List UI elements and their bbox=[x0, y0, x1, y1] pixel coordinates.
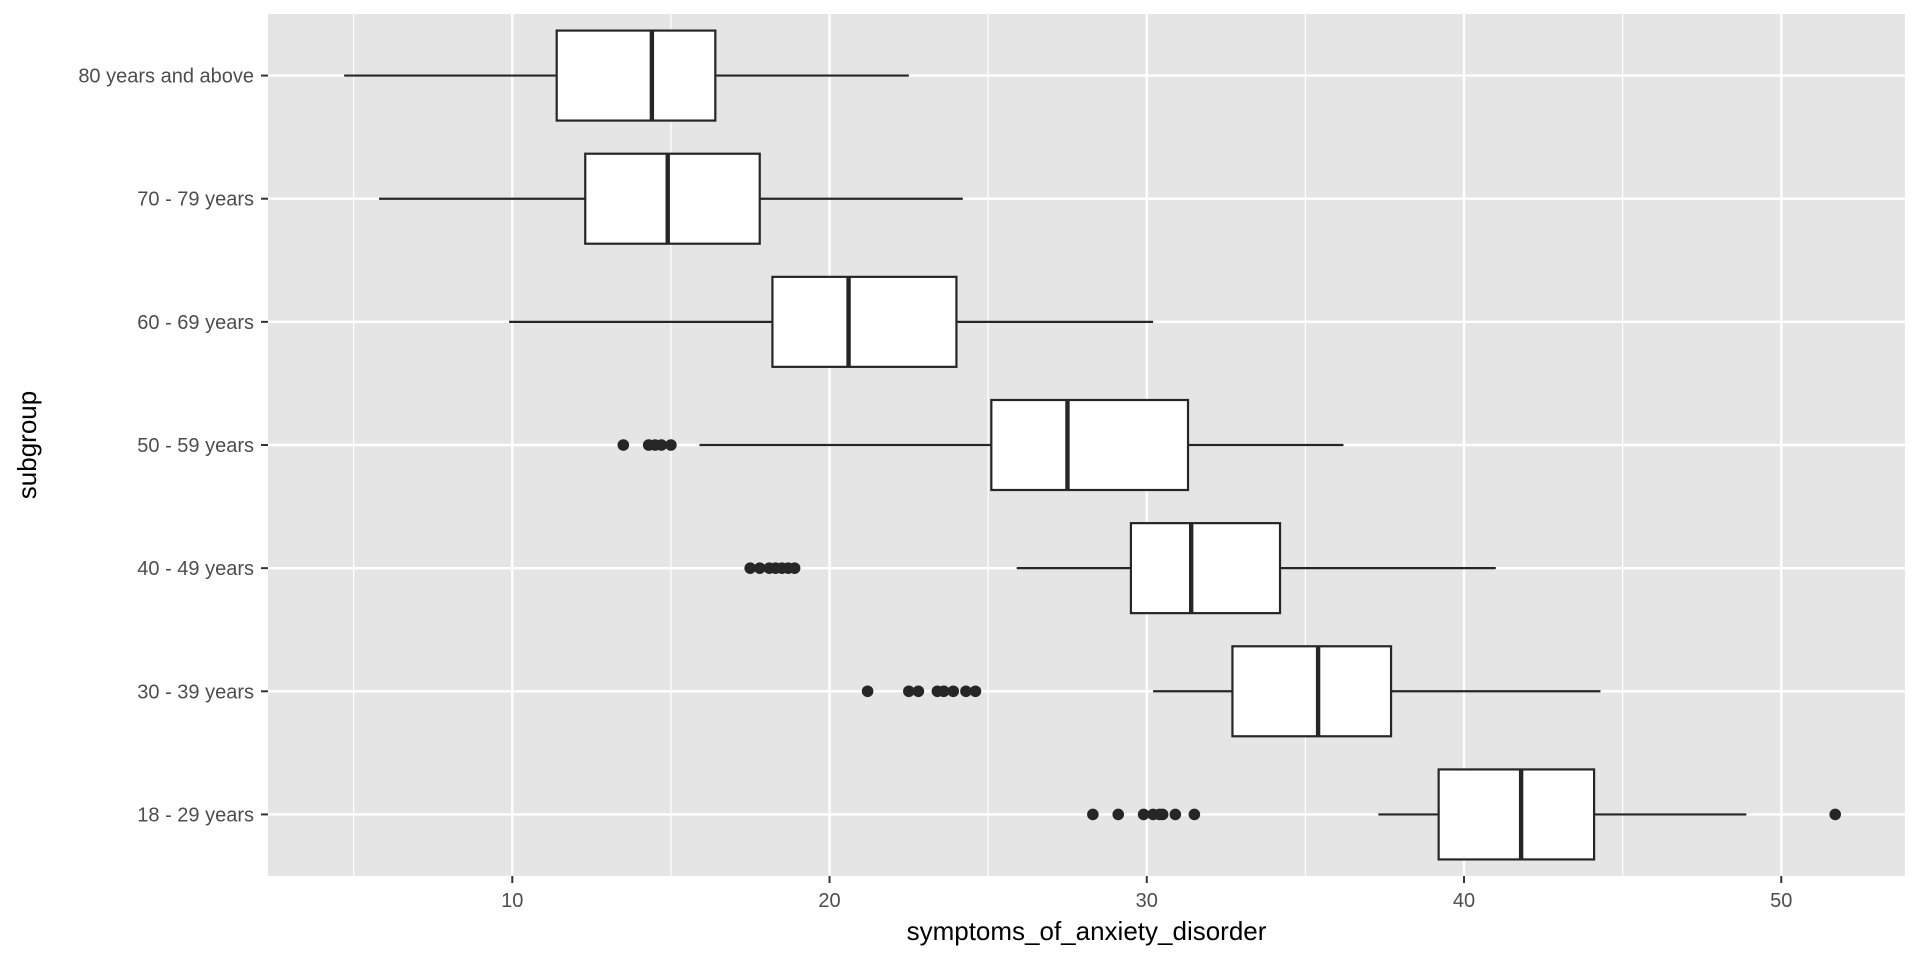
outlier-point bbox=[788, 562, 801, 574]
y-tick-label: 80 years and above bbox=[78, 66, 254, 88]
box-group bbox=[861, 645, 1601, 738]
box bbox=[990, 398, 1190, 492]
outlier-point bbox=[744, 562, 757, 574]
box-group bbox=[617, 398, 1344, 492]
outlier-point bbox=[1156, 808, 1169, 821]
box bbox=[1129, 522, 1282, 615]
outlier-point bbox=[1137, 808, 1150, 821]
y-tick-label: 50 - 59 years bbox=[137, 435, 254, 457]
box-group bbox=[344, 29, 909, 122]
outlier-point bbox=[947, 685, 960, 698]
outlier-point bbox=[1829, 808, 1842, 821]
x-tick-label: 30 bbox=[1136, 890, 1158, 912]
x-tick-label: 10 bbox=[501, 890, 523, 912]
x-axis: 10 20 30 40 50 bbox=[501, 876, 1792, 912]
outlier-point bbox=[903, 685, 915, 698]
y-tick-label: 30 - 39 years bbox=[137, 681, 254, 703]
outlier-point bbox=[937, 685, 950, 698]
x-tick-label: 40 bbox=[1453, 890, 1475, 912]
x-tick-label: 50 bbox=[1770, 890, 1792, 912]
x-axis-title: symptoms_of_anxiety_disorder bbox=[907, 916, 1267, 946]
x-tick-label: 20 bbox=[818, 890, 840, 912]
box bbox=[771, 275, 958, 368]
outlier-point bbox=[617, 439, 630, 451]
box bbox=[1231, 645, 1393, 738]
outlier-point bbox=[655, 439, 668, 451]
outlier-point bbox=[861, 685, 874, 698]
y-tick-label: 40 - 49 years bbox=[137, 558, 254, 580]
box-group bbox=[379, 152, 963, 245]
y-tick-label: 18 - 29 years bbox=[137, 804, 254, 826]
outlier-point bbox=[1169, 808, 1182, 821]
box bbox=[1437, 768, 1596, 861]
outlier-point bbox=[1112, 808, 1125, 821]
outlier-point bbox=[1188, 808, 1201, 821]
outlier-point bbox=[960, 685, 972, 698]
box-group bbox=[509, 275, 1154, 368]
y-axis: 80 years and above 70 - 79 years 60 - 69 y… bbox=[78, 66, 268, 826]
y-tick-label: 60 - 69 years bbox=[137, 312, 254, 334]
box bbox=[555, 29, 717, 122]
box-group bbox=[744, 522, 1496, 615]
y-tick-label: 70 - 79 years bbox=[137, 189, 254, 211]
box-group bbox=[1087, 768, 1842, 861]
outlier-point bbox=[912, 685, 925, 698]
outlier-point bbox=[969, 685, 982, 698]
outlier-point bbox=[665, 439, 677, 451]
outlier-point bbox=[753, 562, 766, 574]
y-axis-title: subgroup bbox=[12, 391, 42, 499]
boxes-layer bbox=[344, 29, 1842, 861]
outlier-point bbox=[1087, 808, 1099, 821]
box bbox=[584, 152, 761, 245]
